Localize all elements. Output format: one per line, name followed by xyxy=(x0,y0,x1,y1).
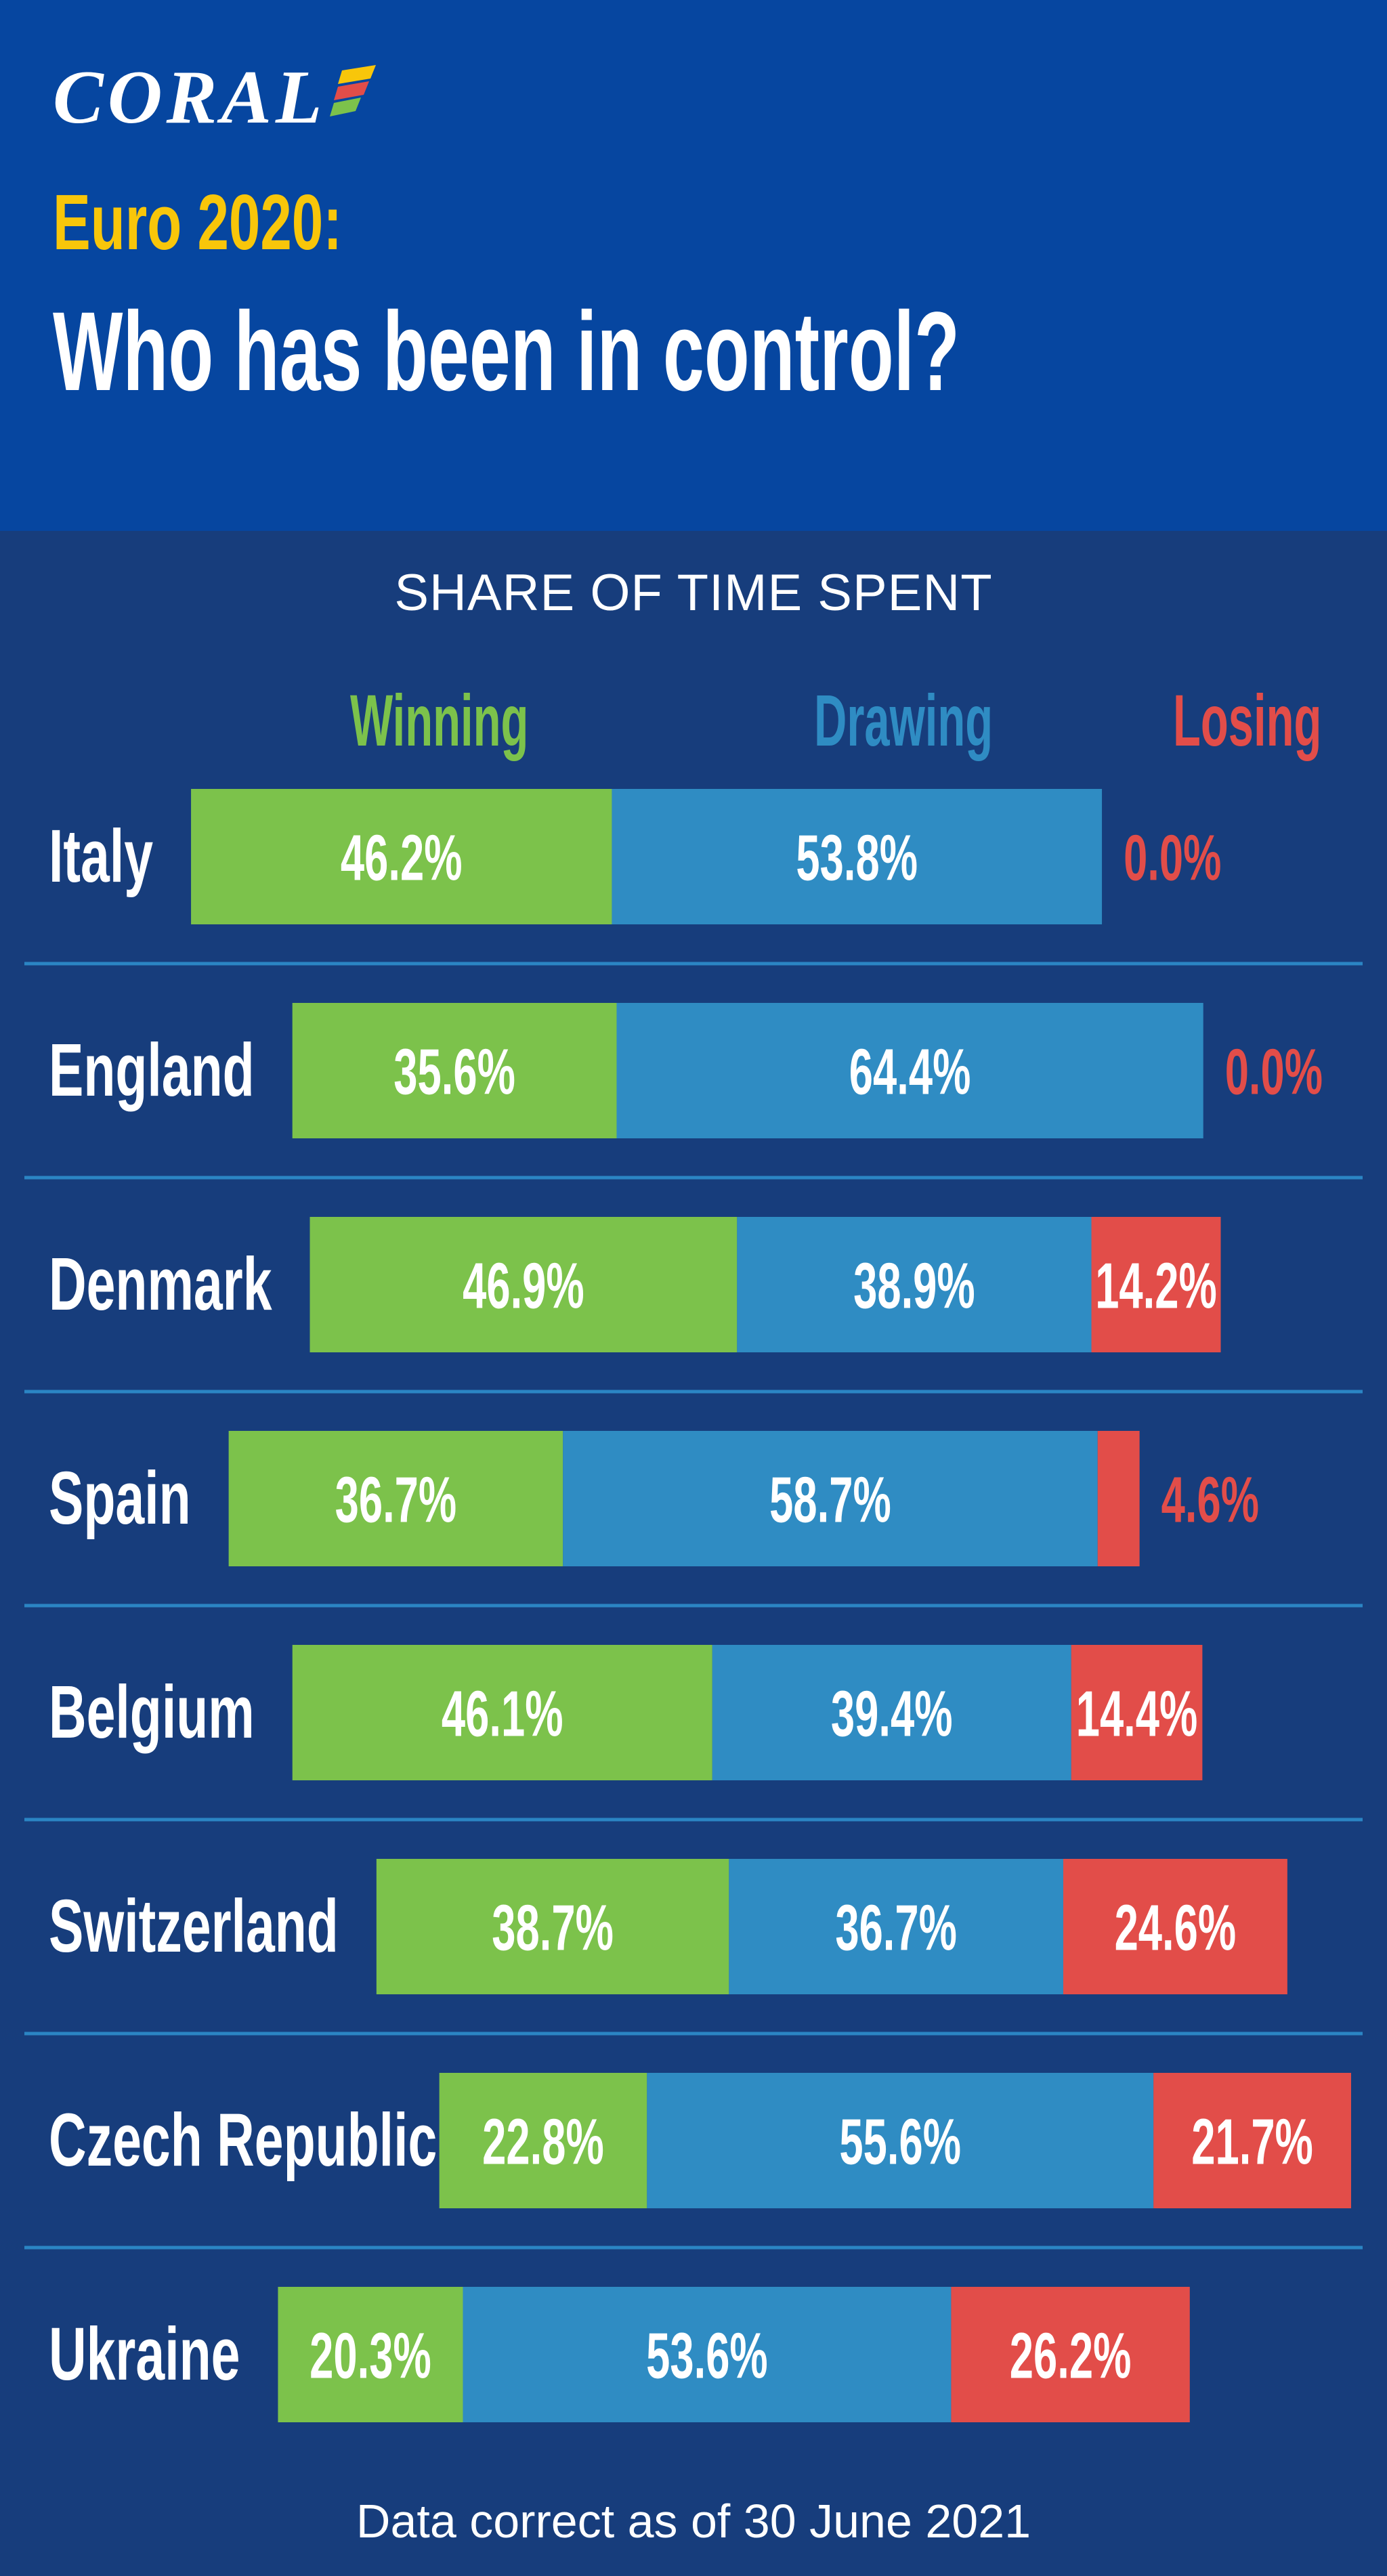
value-label-losing-spain: 4.6% xyxy=(1161,1463,1259,1536)
category-label-belgium: Belgium xyxy=(49,1671,255,1755)
bar-winning-denmark xyxy=(310,1217,738,1352)
footnote: Data correct as of 30 June 2021 xyxy=(356,2495,1031,2548)
value-label-winning-czech-republic: 22.8% xyxy=(482,2105,604,2178)
bar-drawing-belgium xyxy=(712,1645,1071,1780)
bar-losing-spain xyxy=(1097,1431,1140,1566)
bar-drawing-denmark xyxy=(737,1217,1092,1352)
value-label-winning-ukraine: 20.3% xyxy=(310,2319,431,2392)
value-label-drawing-ukraine: 53.6% xyxy=(646,2319,768,2392)
value-label-winning-switzerland: 38.7% xyxy=(492,1891,614,1964)
value-label-drawing-spain: 58.7% xyxy=(769,1463,891,1536)
value-label-losing-belgium: 14.4% xyxy=(1076,1677,1198,1750)
category-label-england: England xyxy=(49,1029,255,1113)
chart-subtitle: SHARE OF TIME SPENT xyxy=(394,564,993,622)
header-banner: CORAL Euro 2020: Who has been in control… xyxy=(0,0,1387,531)
flag-icon xyxy=(330,65,377,116)
category-label-spain: Spain xyxy=(49,1457,191,1541)
bar-winning-belgium xyxy=(292,1645,712,1780)
value-label-losing-ukraine: 26.2% xyxy=(1010,2319,1132,2392)
value-label-winning-italy: 46.2% xyxy=(341,821,463,894)
value-label-losing-denmark: 14.2% xyxy=(1095,1249,1217,1322)
bar-winning-england xyxy=(292,1003,617,1138)
value-label-drawing-denmark: 38.9% xyxy=(853,1249,975,1322)
bar-drawing-switzerland xyxy=(729,1859,1063,1994)
logo-text: CORAL xyxy=(53,56,326,139)
bar-losing-denmark xyxy=(1091,1217,1221,1352)
value-label-losing-england: 0.0% xyxy=(1225,1035,1323,1108)
bar-winning-spain xyxy=(228,1431,563,1566)
value-label-drawing-belgium: 39.4% xyxy=(831,1677,953,1750)
coral-logo: CORAL xyxy=(53,60,389,135)
category-label-ukraine: Ukraine xyxy=(49,2313,240,2397)
bar-winning-ukraine xyxy=(278,2287,463,2422)
bar-drawing-england xyxy=(616,1003,1203,1138)
category-label-czech-republic: Czech Republic xyxy=(49,2099,437,2183)
bar-losing-switzerland xyxy=(1063,1859,1287,1994)
bar-drawing-ukraine xyxy=(463,2287,952,2422)
value-label-drawing-italy: 53.8% xyxy=(796,821,918,894)
value-label-winning-spain: 36.7% xyxy=(335,1463,457,1536)
value-label-drawing-england: 64.4% xyxy=(849,1035,971,1108)
value-label-drawing-switzerland: 36.7% xyxy=(835,1891,957,1964)
bar-drawing-italy xyxy=(612,789,1103,924)
category-label-switzerland: Switzerland xyxy=(49,1885,339,1969)
bar-winning-italy xyxy=(191,789,612,924)
value-label-losing-italy: 0.0% xyxy=(1124,821,1221,894)
value-label-drawing-czech-republic: 55.6% xyxy=(839,2105,961,2178)
title-line-1: Euro 2020: xyxy=(53,178,343,266)
value-label-winning-denmark: 46.9% xyxy=(463,1249,584,1322)
bar-winning-czech-republic xyxy=(439,2073,647,2208)
legend-losing: Losing xyxy=(1173,679,1322,761)
bar-drawing-spain xyxy=(563,1431,1098,1566)
bar-losing-czech-republic xyxy=(1153,2073,1351,2208)
bar-drawing-czech-republic xyxy=(647,2073,1154,2208)
bar-losing-belgium xyxy=(1071,1645,1203,1780)
value-label-losing-switzerland: 24.6% xyxy=(1115,1891,1237,1964)
value-label-losing-czech-republic: 21.7% xyxy=(1191,2105,1313,2178)
page-title: Who has been in control? xyxy=(53,289,960,414)
value-label-winning-belgium: 46.1% xyxy=(442,1677,563,1750)
category-label-italy: Italy xyxy=(49,815,153,899)
bar-losing-ukraine xyxy=(951,2287,1190,2422)
bar-winning-switzerland xyxy=(376,1859,729,1994)
category-label-denmark: Denmark xyxy=(49,1243,272,1327)
value-label-winning-england: 35.6% xyxy=(393,1035,515,1108)
